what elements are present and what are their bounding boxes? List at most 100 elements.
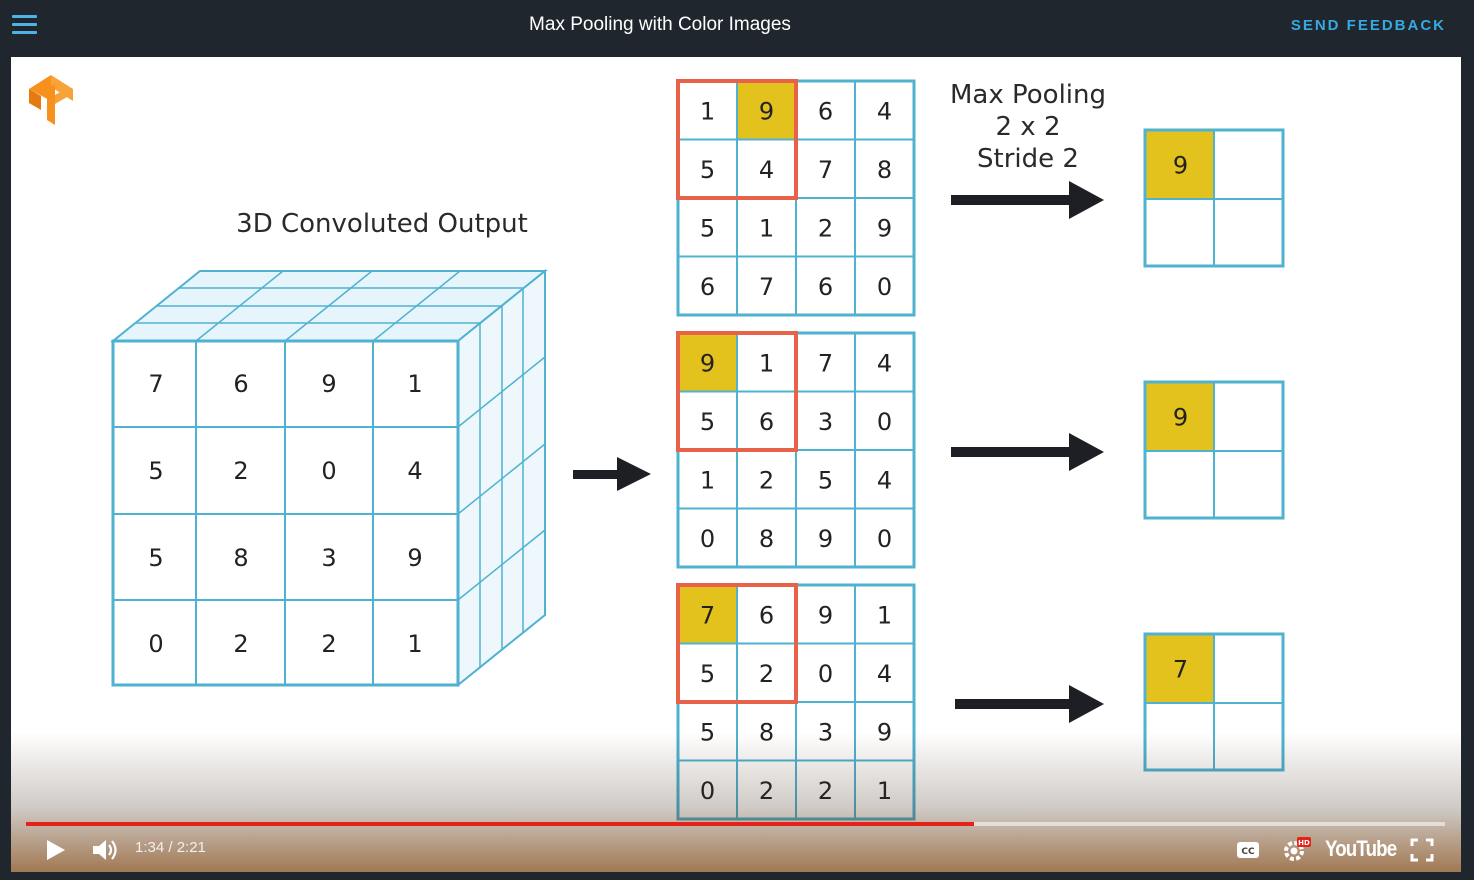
- channel-cell-value: 0: [877, 273, 892, 301]
- hd-badge: HD: [1298, 839, 1310, 847]
- channel-cell-value: 5: [700, 408, 715, 436]
- channel-cell-value: 4: [877, 466, 892, 494]
- channel-cell-value: 2: [759, 466, 774, 494]
- max-cell-highlight: [678, 333, 737, 392]
- volume-button[interactable]: [92, 837, 120, 867]
- channel-cell-value: 7: [700, 601, 715, 629]
- arrow-body: [951, 195, 1076, 205]
- page-title: Max Pooling with Color Images: [529, 14, 791, 35]
- pooling-window: [676, 331, 798, 452]
- settings-button[interactable]: HD: [1282, 836, 1312, 868]
- cube-cell-value: 6: [233, 370, 248, 398]
- pool-label-line-3: Stride 2: [977, 144, 1079, 174]
- cube-cell-value: 9: [407, 544, 422, 572]
- arrow-right-icon: [573, 457, 651, 491]
- menu-icon[interactable]: [12, 15, 38, 37]
- output-max-cell: [1145, 382, 1214, 451]
- channel-cell-value: 5: [700, 214, 715, 242]
- time-display: 1:34 / 2:21: [135, 839, 206, 856]
- play-icon: [47, 840, 65, 860]
- play-button[interactable]: [45, 838, 67, 866]
- cube-cell-value: 9: [321, 370, 336, 398]
- channel-cell-value: 1: [700, 97, 715, 125]
- channel-cell-value: 8: [877, 156, 892, 184]
- settings-icon: HD: [1284, 837, 1311, 861]
- channel-cell-value: 0: [700, 525, 715, 553]
- arrow-body: [955, 699, 1080, 709]
- cube-cell-value: 5: [148, 457, 163, 485]
- channel-cell-value: 7: [759, 273, 774, 301]
- channel-2: 9 1 7 4 5 6 3 0 1 2 5 4 0 8 9 0 9: [676, 331, 1285, 569]
- channel-cell-value: 4: [759, 156, 774, 184]
- channel-cell-value: 2: [818, 777, 833, 805]
- channel-cell-value: 6: [818, 97, 833, 125]
- arrow-head-icon: [1069, 685, 1104, 723]
- cube-cell-value: 3: [321, 544, 336, 572]
- cube-title: 3D Convoluted Output: [236, 209, 528, 239]
- channel-cell-value: 5: [700, 156, 715, 184]
- channel-cell-value: 3: [818, 718, 833, 746]
- cube-cell-value: 5: [148, 544, 163, 572]
- channel-cell-value: 0: [818, 660, 833, 688]
- channel-cell-value: 5: [700, 718, 715, 746]
- channel-cell-value: 8: [759, 718, 774, 746]
- pooling-window: [676, 583, 798, 704]
- channel-cell-value: 7: [818, 156, 833, 184]
- channel-cell-value: 4: [877, 660, 892, 688]
- cube-cell-value: 2: [321, 630, 336, 658]
- arrow-body: [951, 447, 1076, 457]
- fullscreen-icon: [1410, 838, 1434, 862]
- output-max-cell: [1145, 634, 1214, 703]
- cube-cell-value: 8: [233, 544, 248, 572]
- pool-label-line-1: Max Pooling: [950, 80, 1106, 110]
- channel-cell-value: 0: [877, 525, 892, 553]
- top-bar: Max Pooling with Color Images SEND FEEDB…: [0, 0, 1474, 56]
- slide-canvas: 3D Convoluted Output: [29, 75, 1285, 821]
- channel-cell-value: 5: [700, 660, 715, 688]
- video-player[interactable]: 3D Convoluted Output: [11, 57, 1461, 872]
- cube-top-grid: [135, 270, 523, 342]
- svg-text:CC: CC: [1241, 847, 1255, 857]
- volume-icon: [93, 840, 117, 860]
- channel-cell-value: 4: [877, 97, 892, 125]
- tensorflow-logo: [29, 75, 73, 125]
- progress-bar[interactable]: [26, 822, 1445, 826]
- channel-cell-value: 2: [818, 214, 833, 242]
- channel-cell-value: 8: [759, 525, 774, 553]
- channel-cell-value: 1: [759, 349, 774, 377]
- channel-cell-value: 9: [700, 349, 715, 377]
- output-max-cell: [1145, 130, 1214, 199]
- channel-cell-value: 4: [877, 349, 892, 377]
- cube-side-grid: [457, 288, 546, 667]
- channel-cell-value: 6: [759, 601, 774, 629]
- fullscreen-button[interactable]: [1410, 838, 1434, 866]
- youtube-logo[interactable]: YouTube: [1325, 836, 1397, 861]
- progress-fill: [26, 822, 974, 826]
- cube-cell-value: 4: [407, 457, 422, 485]
- output-value: 9: [1173, 152, 1188, 180]
- output-value: 7: [1173, 656, 1188, 684]
- channel-cell-value: 9: [877, 718, 892, 746]
- captions-button[interactable]: CC: [1236, 840, 1260, 864]
- channel-cell-value: 6: [700, 273, 715, 301]
- channel-cell-value: 1: [759, 214, 774, 242]
- channel-1: 1 9 6 45 4 7 85 1 2 96 7 6 09: [676, 79, 1285, 317]
- cube-cell-value: 7: [148, 370, 163, 398]
- cube-cell-value: 2: [233, 630, 248, 658]
- send-feedback-button[interactable]: SEND FEEDBACK: [1290, 17, 1446, 34]
- channel-cell-value: 6: [818, 273, 833, 301]
- channel-cell-value: 9: [818, 525, 833, 553]
- channel-cell-value: 3: [818, 408, 833, 436]
- cube-cell-value: 2: [233, 457, 248, 485]
- channel-3: 7 6 9 1 5 2 0 4 5 8 3 9 0 2 2 1 7: [676, 583, 1285, 821]
- channel-cell-value: 9: [818, 601, 833, 629]
- channel-cell-value: 1: [700, 466, 715, 494]
- output-value: 9: [1173, 404, 1188, 432]
- max-cell-highlight: [737, 81, 796, 140]
- channel-cell-value: 0: [877, 408, 892, 436]
- arrow-head-icon: [1069, 433, 1104, 471]
- channel-cell-value: 1: [877, 777, 892, 805]
- arrow-head-icon: [1069, 181, 1104, 219]
- captions-icon: CC: [1237, 842, 1259, 858]
- cube-cell-value: 1: [407, 370, 422, 398]
